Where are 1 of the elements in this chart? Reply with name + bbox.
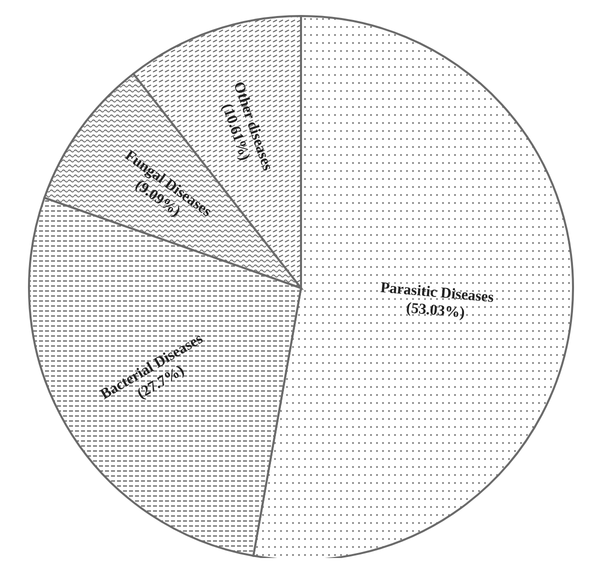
data-label: (53.03%) bbox=[406, 300, 466, 322]
